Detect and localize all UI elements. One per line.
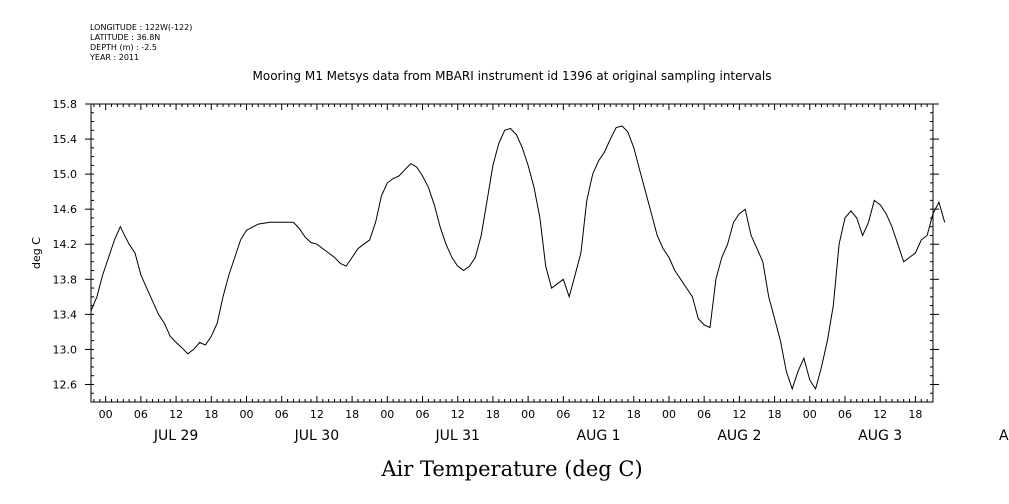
x-hour-label: 06	[275, 408, 289, 421]
x-day-label: JUL 30	[294, 428, 339, 444]
longitude-label: LONGITUDE : 122W(-122)	[90, 23, 192, 32]
plot-frame	[90, 103, 934, 403]
x-hour-label: 18	[908, 408, 922, 421]
x-hour-label: 00	[803, 408, 817, 421]
x-hour-label: 12	[732, 408, 746, 421]
x-hour-label: 06	[556, 408, 570, 421]
x-hour-label: 00	[239, 408, 253, 421]
axis-tick-labels: 12.6 13.0 13.4 13.8 14.2 14.6 15.0 15.4 15.8 00 06…	[53, 98, 1009, 444]
x-day-label: JUL 29	[153, 428, 198, 444]
x-day-label: JUL 31	[434, 428, 479, 444]
series-line	[90, 125, 946, 391]
y-axis-label: deg C	[30, 237, 43, 269]
x-hour-label: 18	[204, 408, 218, 421]
y-tick-label: 14.2	[53, 238, 78, 251]
x-hour-label: 18	[486, 408, 500, 421]
year-label: YEAR : 2011	[89, 53, 139, 62]
x-hour-label: 18	[345, 408, 359, 421]
axis-ticks	[85, 103, 939, 402]
y-tick-label: 13.0	[53, 343, 78, 356]
x-hour-label: 12	[169, 408, 183, 421]
x-day-label: AUG 1	[577, 428, 621, 444]
x-hour-label: 06	[416, 408, 430, 421]
x-hour-label: 18	[627, 408, 641, 421]
x-hour-label: 00	[380, 408, 394, 421]
x-hour-label: 12	[873, 408, 887, 421]
chart-title: Mooring M1 Metsys data from MBARI instru…	[253, 69, 772, 83]
series-group	[90, 125, 946, 391]
latitude-label: LATITUDE : 36.8N	[90, 33, 160, 42]
x-hour-label: 06	[134, 408, 148, 421]
y-tick-label: 15.4	[53, 133, 78, 146]
x-hour-label: 00	[99, 408, 113, 421]
x-day-label: AUG 3	[858, 428, 902, 444]
x-hour-label: 12	[310, 408, 324, 421]
y-tick-label: 13.4	[53, 308, 78, 321]
x-hour-label: 18	[768, 408, 782, 421]
y-tick-label: 15.0	[53, 168, 78, 181]
x-day-label: AUG 4	[999, 428, 1009, 444]
x-day-label: AUG 2	[717, 428, 761, 444]
depth-label: DEPTH (m) : -2.5	[90, 43, 157, 52]
y-tick-label: 12.6	[53, 378, 78, 391]
x-axis-label: Air Temperature (deg C)	[380, 457, 642, 481]
x-hour-label: 06	[838, 408, 852, 421]
x-hour-label: 12	[451, 408, 465, 421]
y-tick-label: 14.6	[53, 203, 78, 216]
y-tick-label: 15.8	[53, 98, 78, 111]
x-hour-label: 00	[521, 408, 535, 421]
y-tick-label: 13.8	[53, 273, 78, 286]
x-hour-label: 06	[697, 408, 711, 421]
x-hour-label: 00	[662, 408, 676, 421]
x-hour-label: 12	[592, 408, 606, 421]
